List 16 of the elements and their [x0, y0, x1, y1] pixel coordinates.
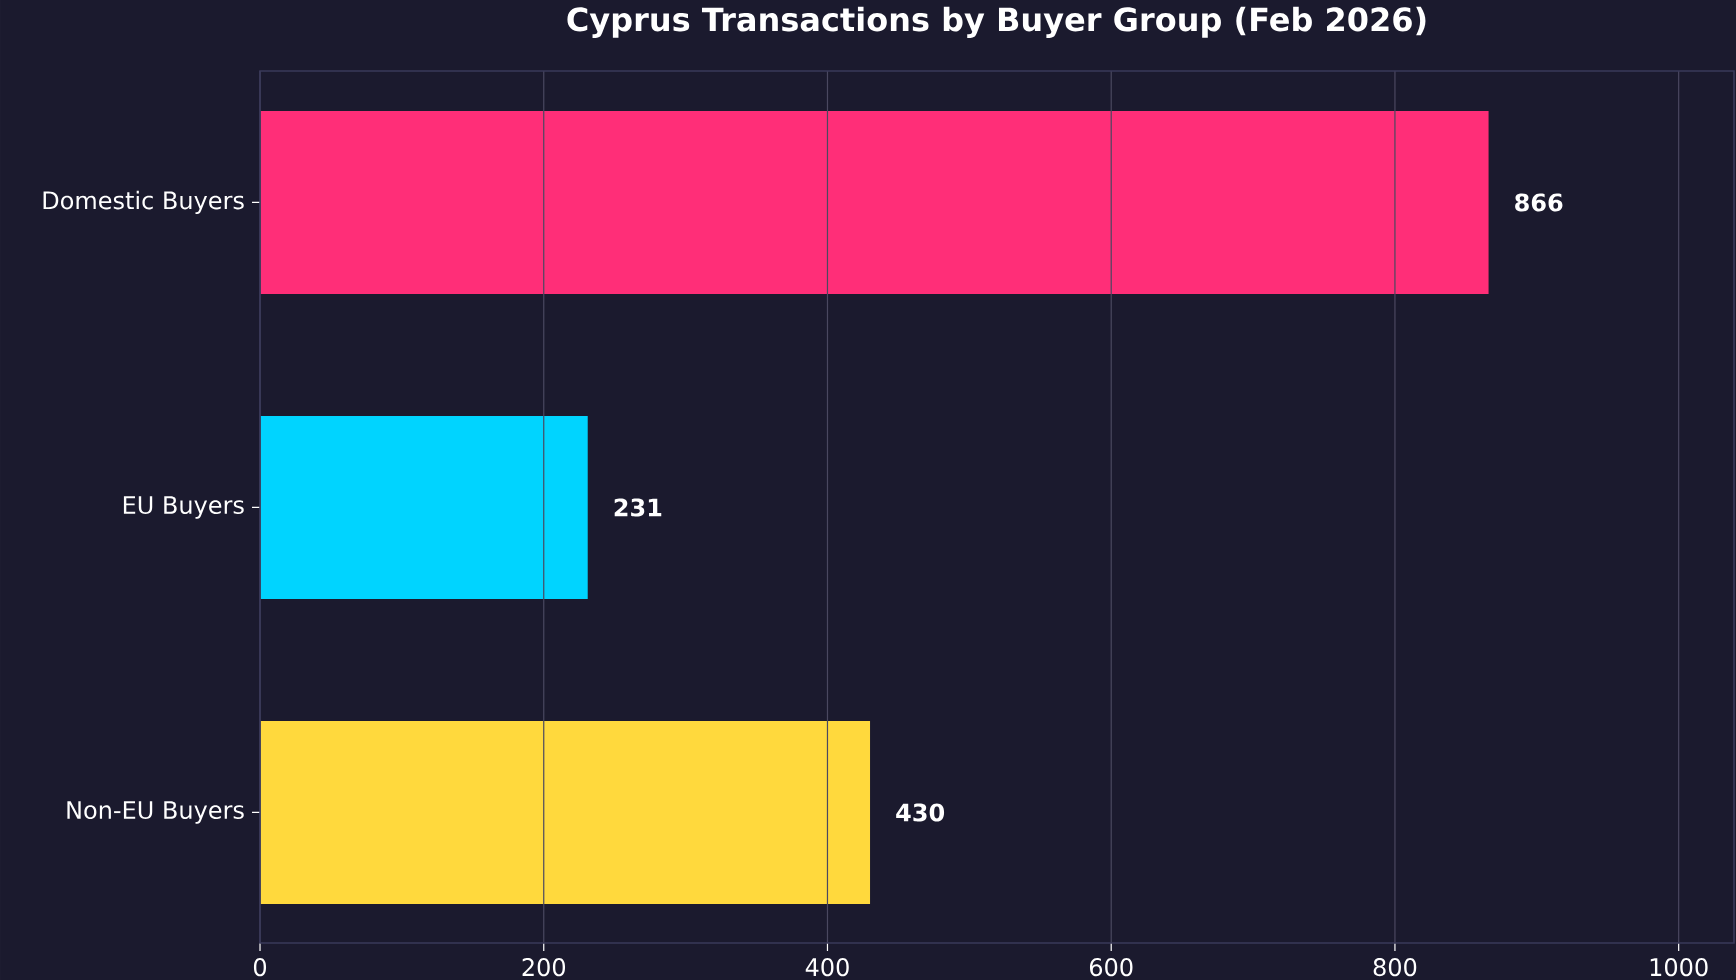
x-tick-label: 1000 — [1650, 958, 1708, 977]
x-tick-label: 400 — [805, 958, 849, 977]
bar — [260, 720, 871, 904]
x-tick-label: 200 — [522, 958, 566, 977]
y-tick-label: Non-EU Buyers — [67, 801, 244, 824]
data-label: 866 — [1515, 193, 1563, 212]
y-tick-label: Domestic Buyers — [43, 190, 244, 215]
bar — [260, 110, 1489, 294]
x-tick-label: 800 — [1373, 958, 1417, 977]
bar — [260, 415, 588, 599]
x-tick-label: 0 — [253, 958, 267, 977]
x-tick-label: 600 — [1089, 958, 1133, 977]
y-tick-label: EU Buyers — [123, 496, 244, 519]
chart-title: Cyprus Transactions by Buyer Group (Feb 2026) — [567, 6, 1426, 38]
data-label: 231 — [614, 498, 662, 517]
data-label: 430 — [896, 803, 945, 822]
